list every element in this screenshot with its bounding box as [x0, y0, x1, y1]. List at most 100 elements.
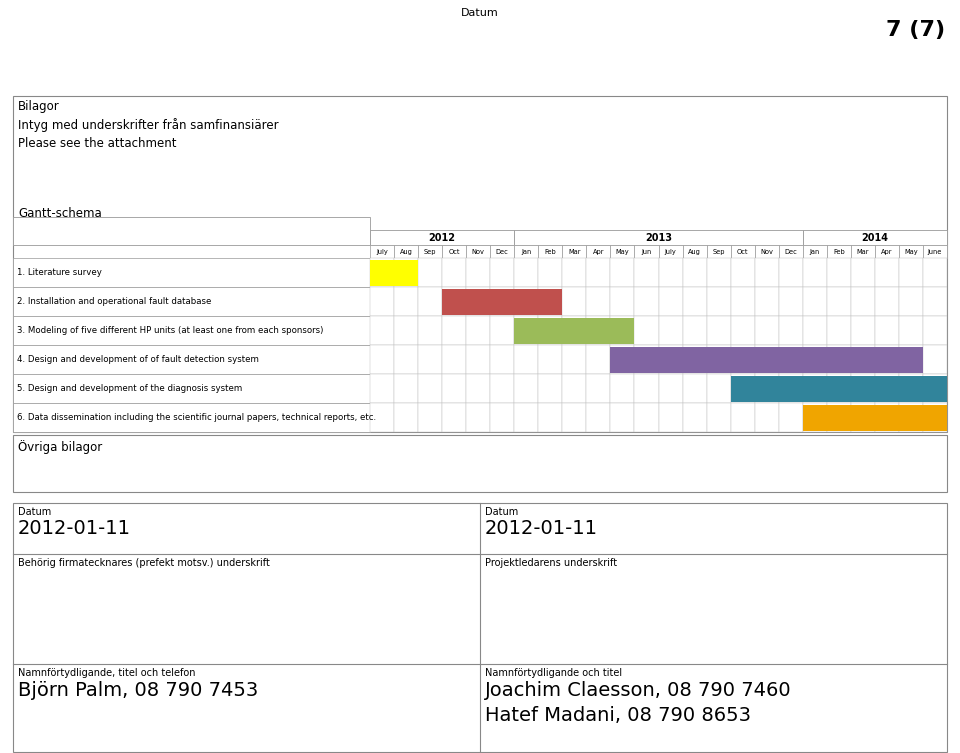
Bar — [827, 258, 851, 287]
Bar — [587, 316, 611, 345]
Text: Datum: Datum — [461, 8, 499, 18]
Bar — [539, 316, 563, 345]
Bar — [779, 403, 803, 432]
Bar — [875, 258, 899, 287]
Bar — [755, 258, 779, 287]
Text: 2. Installation and operational fault database: 2. Installation and operational fault da… — [17, 297, 211, 306]
Bar — [394, 287, 419, 316]
Text: Sep: Sep — [712, 248, 725, 255]
Bar — [587, 374, 611, 403]
Bar — [370, 316, 394, 345]
Bar — [419, 345, 443, 374]
Bar — [539, 258, 563, 287]
Bar — [563, 403, 587, 432]
Text: 2014: 2014 — [861, 233, 888, 242]
Bar — [419, 245, 443, 258]
Bar — [827, 287, 851, 316]
Bar — [539, 287, 563, 316]
Text: Björn Palm, 08 790 7453: Björn Palm, 08 790 7453 — [18, 681, 258, 700]
Bar — [587, 345, 611, 374]
Bar — [443, 374, 467, 403]
Text: Aug: Aug — [399, 248, 413, 255]
Bar — [370, 374, 394, 403]
Bar — [635, 345, 659, 374]
Bar — [731, 374, 755, 403]
Text: Gantt-schema: Gantt-schema — [18, 207, 102, 220]
Text: 3. Modeling of five different HP units (at least one from each sponsors): 3. Modeling of five different HP units (… — [17, 326, 324, 335]
Text: Feb: Feb — [544, 248, 556, 255]
Bar — [731, 287, 755, 316]
Bar — [467, 345, 491, 374]
Bar — [755, 403, 779, 432]
Bar — [611, 346, 923, 373]
Bar — [539, 345, 563, 374]
Bar — [370, 260, 419, 285]
Bar — [635, 245, 659, 258]
Bar — [443, 245, 467, 258]
Bar — [803, 403, 827, 432]
Text: Projektledarens underskrift: Projektledarens underskrift — [485, 558, 617, 568]
Bar — [370, 230, 515, 245]
Bar — [827, 374, 851, 403]
Text: Oct: Oct — [737, 248, 749, 255]
Bar — [875, 403, 899, 432]
Bar — [467, 245, 491, 258]
Bar — [515, 258, 539, 287]
Bar — [803, 230, 947, 245]
Bar — [659, 403, 683, 432]
Text: June: June — [927, 248, 942, 255]
Text: Sep: Sep — [424, 248, 437, 255]
Bar — [899, 403, 923, 432]
Bar — [755, 245, 779, 258]
Bar — [683, 345, 707, 374]
Text: 2012-01-11: 2012-01-11 — [18, 519, 131, 538]
Text: May: May — [615, 248, 629, 255]
Bar — [683, 316, 707, 345]
Bar — [419, 403, 443, 432]
Bar — [13, 345, 370, 374]
Bar — [13, 96, 947, 432]
Bar — [563, 245, 587, 258]
Bar — [659, 374, 683, 403]
Bar — [539, 374, 563, 403]
Bar — [707, 258, 731, 287]
Text: Feb: Feb — [833, 248, 845, 255]
Bar — [491, 316, 515, 345]
Bar — [467, 258, 491, 287]
Bar — [779, 374, 803, 403]
Bar — [635, 403, 659, 432]
Text: Apr: Apr — [881, 248, 893, 255]
Bar — [659, 245, 683, 258]
Bar — [851, 245, 875, 258]
Text: Behörig firmatecknares (prefekt motsv.) underskrift: Behörig firmatecknares (prefekt motsv.) … — [18, 558, 270, 568]
Text: Datum: Datum — [485, 507, 518, 517]
Text: July: July — [376, 248, 388, 255]
Bar — [611, 316, 635, 345]
Text: 4. Design and development of of fault detection system: 4. Design and development of of fault de… — [17, 355, 259, 364]
Bar — [851, 258, 875, 287]
Bar — [899, 345, 923, 374]
Text: Apr: Apr — [592, 248, 604, 255]
Bar — [683, 245, 707, 258]
Bar — [611, 403, 635, 432]
Text: 1. Literature survey: 1. Literature survey — [17, 268, 102, 277]
Bar — [803, 245, 827, 258]
Bar — [13, 503, 947, 752]
Text: Namnförtydligande och titel: Namnförtydligande och titel — [485, 668, 622, 678]
Bar — [419, 374, 443, 403]
Bar — [803, 287, 827, 316]
Bar — [587, 245, 611, 258]
Text: Namnförtydligande, titel och telefon: Namnförtydligande, titel och telefon — [18, 668, 196, 678]
Bar — [611, 287, 635, 316]
Text: Oct: Oct — [448, 248, 460, 255]
Text: Intyg med underskrifter från samfinansiärer
Please see the attachment: Intyg med underskrifter från samfinansiä… — [18, 118, 278, 150]
Bar — [875, 374, 899, 403]
Text: Joachim Claesson, 08 790 7460
Hatef Madani, 08 790 8653: Joachim Claesson, 08 790 7460 Hatef Mada… — [485, 681, 792, 725]
Bar — [13, 316, 370, 345]
Bar — [659, 345, 683, 374]
Bar — [923, 374, 947, 403]
Bar — [731, 376, 947, 401]
Text: Dec: Dec — [496, 248, 509, 255]
Bar — [370, 345, 394, 374]
Bar — [707, 403, 731, 432]
